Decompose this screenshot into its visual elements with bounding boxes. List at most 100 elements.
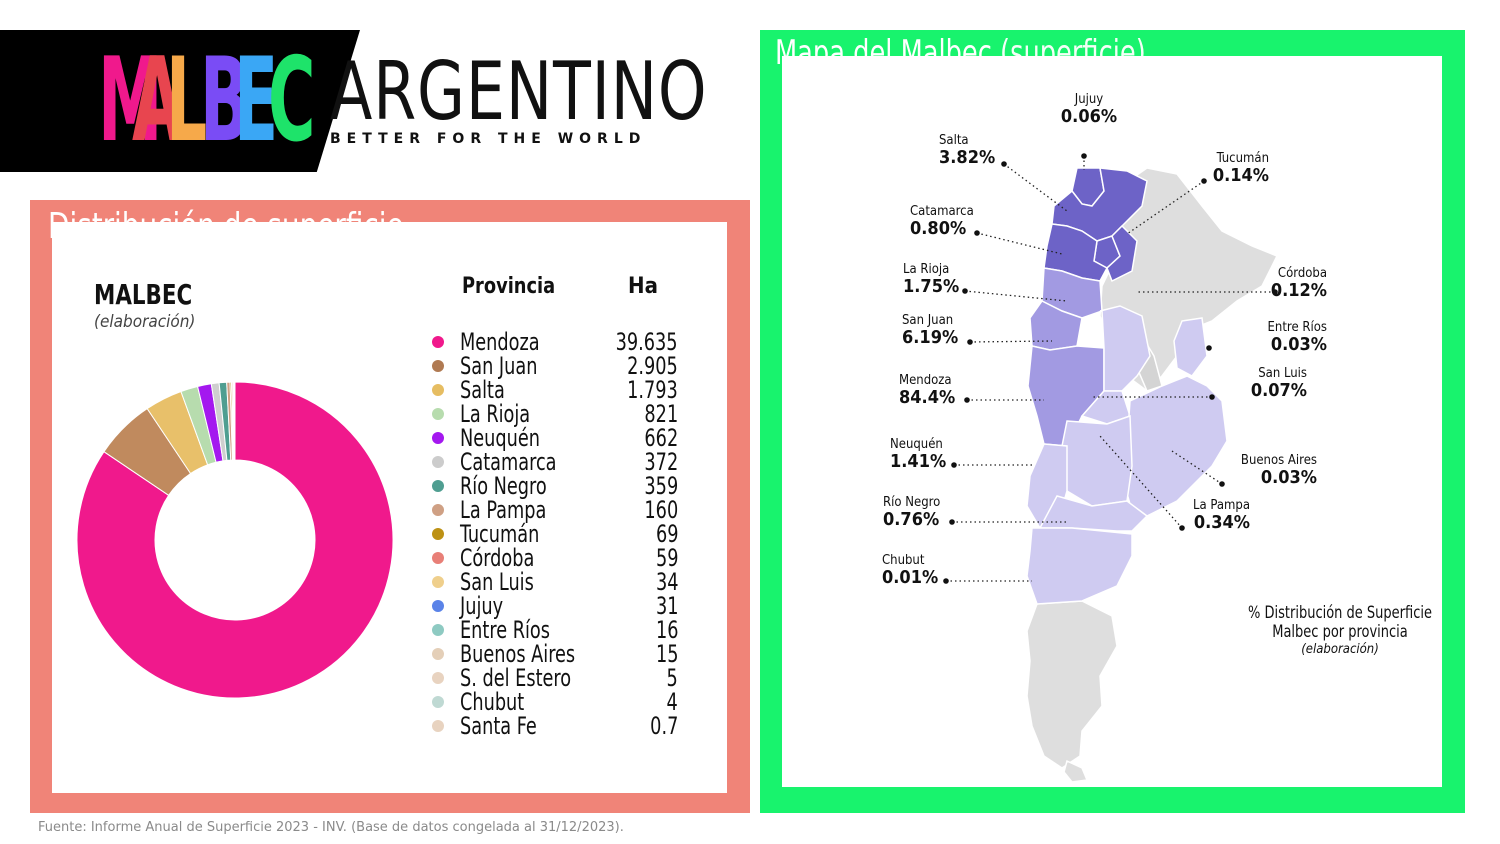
legend-color-dot xyxy=(432,552,444,564)
map-region-s-del-estero xyxy=(1106,224,1138,283)
map-leader-dot xyxy=(974,230,980,236)
legend-ha-value: 662 xyxy=(644,424,678,452)
legend-province-name: La Rioja xyxy=(460,400,531,428)
map-region-san-luis xyxy=(1080,390,1131,425)
chart-heading: MALBEC xyxy=(94,278,193,311)
legend-ha-value: 39.635 xyxy=(616,328,678,356)
legend-ha-value: 821 xyxy=(644,400,678,428)
legend-row: Buenos Aires 15 xyxy=(428,642,680,666)
legend-color-dot xyxy=(432,720,444,732)
source-footnote: Fuente: Informe Anual de Superficie 2023… xyxy=(38,820,624,835)
logo-letter: B xyxy=(200,33,249,168)
legend-ha-value: 59 xyxy=(655,544,678,572)
map-label-province: Catamarca xyxy=(910,204,974,219)
map-region-cordoba xyxy=(1099,305,1151,392)
legend-header-province: Provincia xyxy=(462,274,556,299)
malbec-donut-chart xyxy=(76,381,394,699)
legend-color-dot xyxy=(432,336,444,348)
map-medium-regions xyxy=(1027,267,1105,447)
legend-row: Catamarca 372 xyxy=(428,450,680,474)
legend-color-dot xyxy=(432,360,444,372)
legend-row: Mendoza 39.635 xyxy=(428,330,680,354)
map-label-percent: 0.06% xyxy=(1061,106,1117,127)
map-label-province: Neuquén xyxy=(890,437,943,452)
legend-row: Entre Ríos 16 xyxy=(428,618,680,642)
map-region-south xyxy=(1026,600,1118,769)
map-label-province: Buenos Aires xyxy=(1241,453,1317,468)
logo-tagline: BETTER FOR THE WORLD xyxy=(330,131,647,147)
legend-ha-value: 0.7 xyxy=(649,712,678,740)
legend-province-name: S. del Estero xyxy=(460,664,572,692)
map-label-province: Salta xyxy=(939,133,969,148)
map-label-percent: 0.12% xyxy=(1271,280,1327,301)
chart-subheading: (elaboración) xyxy=(94,312,196,332)
legend-color-dot xyxy=(432,480,444,492)
legend-ha-value: 4 xyxy=(666,688,678,716)
legend-province-name: Córdoba xyxy=(460,544,535,572)
legend-row: Córdoba 59 xyxy=(428,546,680,570)
map-leader-dot xyxy=(967,339,973,345)
distribution-panel-title: Distribución de superficie xyxy=(48,206,404,247)
map-leader-dot xyxy=(951,462,957,468)
legend-header-ha: Ha xyxy=(628,274,658,299)
map-leader-dot xyxy=(962,288,968,294)
legend-province-name: La Pampa xyxy=(460,496,547,524)
legend-row: San Luis 34 xyxy=(428,570,680,594)
map-leader-dot xyxy=(1201,178,1207,184)
legend-color-dot xyxy=(432,624,444,636)
legend-row: Santa Fe 0.7 xyxy=(428,714,680,738)
legend-ha-value: 160 xyxy=(644,496,678,524)
legend-color-dot xyxy=(432,504,444,516)
map-label-percent: 0.03% xyxy=(1271,334,1327,355)
legend-province-name: Río Negro xyxy=(460,472,547,500)
map-title-light: (superficie) xyxy=(1000,33,1146,73)
map-leader-dot xyxy=(1179,525,1185,531)
legend-province-name: San Luis xyxy=(460,568,534,596)
legend-row: Salta 1.793 xyxy=(428,378,680,402)
map-label-province: Entre Ríos xyxy=(1268,320,1327,335)
legend-ha-value: 359 xyxy=(644,472,678,500)
legend-color-dot xyxy=(432,432,444,444)
map-label-province: Córdoba xyxy=(1278,266,1327,281)
legend-ha-value: 31 xyxy=(655,592,678,620)
legend-ha-value: 69 xyxy=(655,520,678,548)
map-note: % Distribución de Superficie Malbec por … xyxy=(1220,604,1460,658)
map-leader-dot xyxy=(964,397,970,403)
legend-province-name: San Juan xyxy=(460,352,538,380)
legend-row: Río Negro 359 xyxy=(428,474,680,498)
donut-slice xyxy=(76,381,394,699)
map-label-province: San Juan xyxy=(902,313,953,328)
map-label-province: San Luis xyxy=(1258,366,1307,381)
legend-color-dot xyxy=(432,576,444,588)
map-leader-line xyxy=(976,232,1063,255)
legend-province-name: Neuquén xyxy=(460,424,540,452)
legend-color-dot xyxy=(432,456,444,468)
legend-province-name: Santa Fe xyxy=(460,712,537,740)
map-region-entre-rios xyxy=(1173,317,1208,377)
legend-ha-value: 2.905 xyxy=(627,352,678,380)
map-leader-dot xyxy=(1209,394,1215,400)
legend-color-dot xyxy=(432,528,444,540)
legend-ha-value: 372 xyxy=(644,448,678,476)
legend-province-name: Entre Ríos xyxy=(460,616,550,644)
map-leader-dot xyxy=(1001,161,1007,167)
map-region-catamarca xyxy=(1043,223,1109,282)
map-label-province: Río Negro xyxy=(883,495,940,510)
map-panel-title: Mapa del Malbec (superficie) xyxy=(775,32,1146,74)
map-dark-regions xyxy=(1043,167,1148,283)
map-label-percent: 0.80% xyxy=(910,218,966,239)
legend-color-dot xyxy=(432,408,444,420)
legend-province-name: Jujuy xyxy=(460,592,504,620)
map-leader-dot xyxy=(1272,289,1278,295)
legend-color-dot xyxy=(432,384,444,396)
legend-province-name: Salta xyxy=(460,376,505,404)
map-label-province: La Rioja xyxy=(903,262,949,277)
logo-letter: A xyxy=(132,33,182,168)
map-label-percent: 84.4% xyxy=(899,387,955,408)
map-note-line2: Malbec por provincia xyxy=(1272,622,1408,642)
map-leader-line xyxy=(1171,450,1223,485)
map-label-province: La Pampa xyxy=(1193,498,1250,513)
logo-letter: E xyxy=(234,33,278,168)
